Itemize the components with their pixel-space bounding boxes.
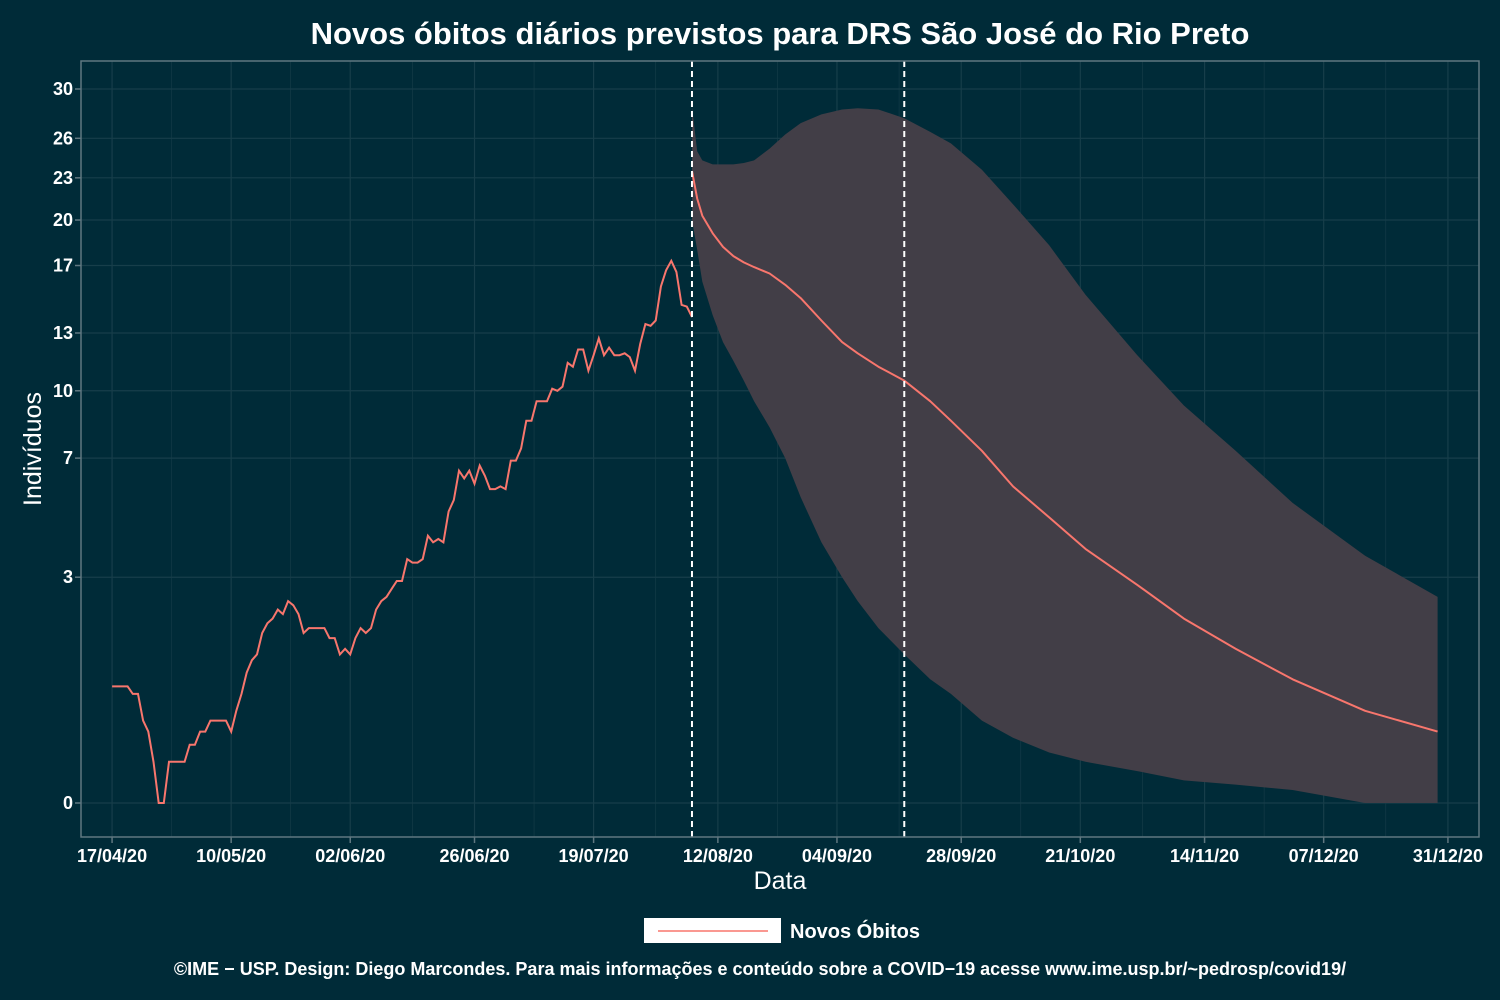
y-tick-label: 13: [53, 323, 73, 343]
footer-credit: ©IME − USP. Design: Diego Marcondes. Par…: [174, 959, 1346, 979]
y-tick-label: 26: [53, 128, 73, 148]
y-tick-label: 20: [53, 210, 73, 230]
forecast-deaths-line: [691, 170, 1438, 733]
panel-border: [80, 60, 1480, 838]
x-tick-label: 31/12/20: [1413, 846, 1483, 866]
x-tick-label: 21/10/20: [1045, 846, 1115, 866]
legend: Novos Óbitos: [644, 918, 920, 943]
x-tick-label: 19/07/20: [559, 846, 629, 866]
x-axis-title: Data: [754, 867, 807, 895]
y-tick-label: 17: [53, 256, 73, 276]
y-axis-ticks: 0 3 7 10 13 17 20 23 26 30: [53, 79, 81, 813]
y-tick-label: 30: [53, 79, 73, 99]
y-tick-label: 10: [53, 381, 73, 401]
x-tick-label: 02/06/20: [315, 846, 385, 866]
x-tick-label: 04/09/20: [802, 846, 872, 866]
y-tick-label: 7: [63, 448, 73, 468]
x-tick-label: 17/04/20: [77, 846, 147, 866]
y-tick-label: 3: [63, 567, 73, 587]
x-tick-label: 26/06/20: [439, 846, 509, 866]
y-tick-label: 0: [63, 793, 73, 813]
x-tick-label: 28/09/20: [926, 846, 996, 866]
observed-deaths-line: [112, 258, 693, 804]
x-tick-label: 14/11/20: [1170, 846, 1239, 866]
chart-title: Novos óbitos diários previstos para DRS …: [311, 16, 1250, 51]
y-tick-label: 23: [53, 168, 73, 188]
series-lines: [112, 170, 1438, 804]
x-tick-label: 07/12/20: [1289, 846, 1359, 866]
y-axis-title: Indivíduos: [19, 392, 47, 506]
forecast-interval-band: [692, 107, 1438, 804]
x-axis-ticks: 17/04/20 10/05/20 02/06/20 26/06/20 19/07/20…: [77, 837, 1483, 866]
forecast-band: [692, 107, 1438, 804]
x-tick-label: 12/08/20: [683, 846, 753, 866]
x-tick-label: 10/05/20: [196, 846, 266, 866]
legend-label: Novos Óbitos: [790, 919, 920, 943]
